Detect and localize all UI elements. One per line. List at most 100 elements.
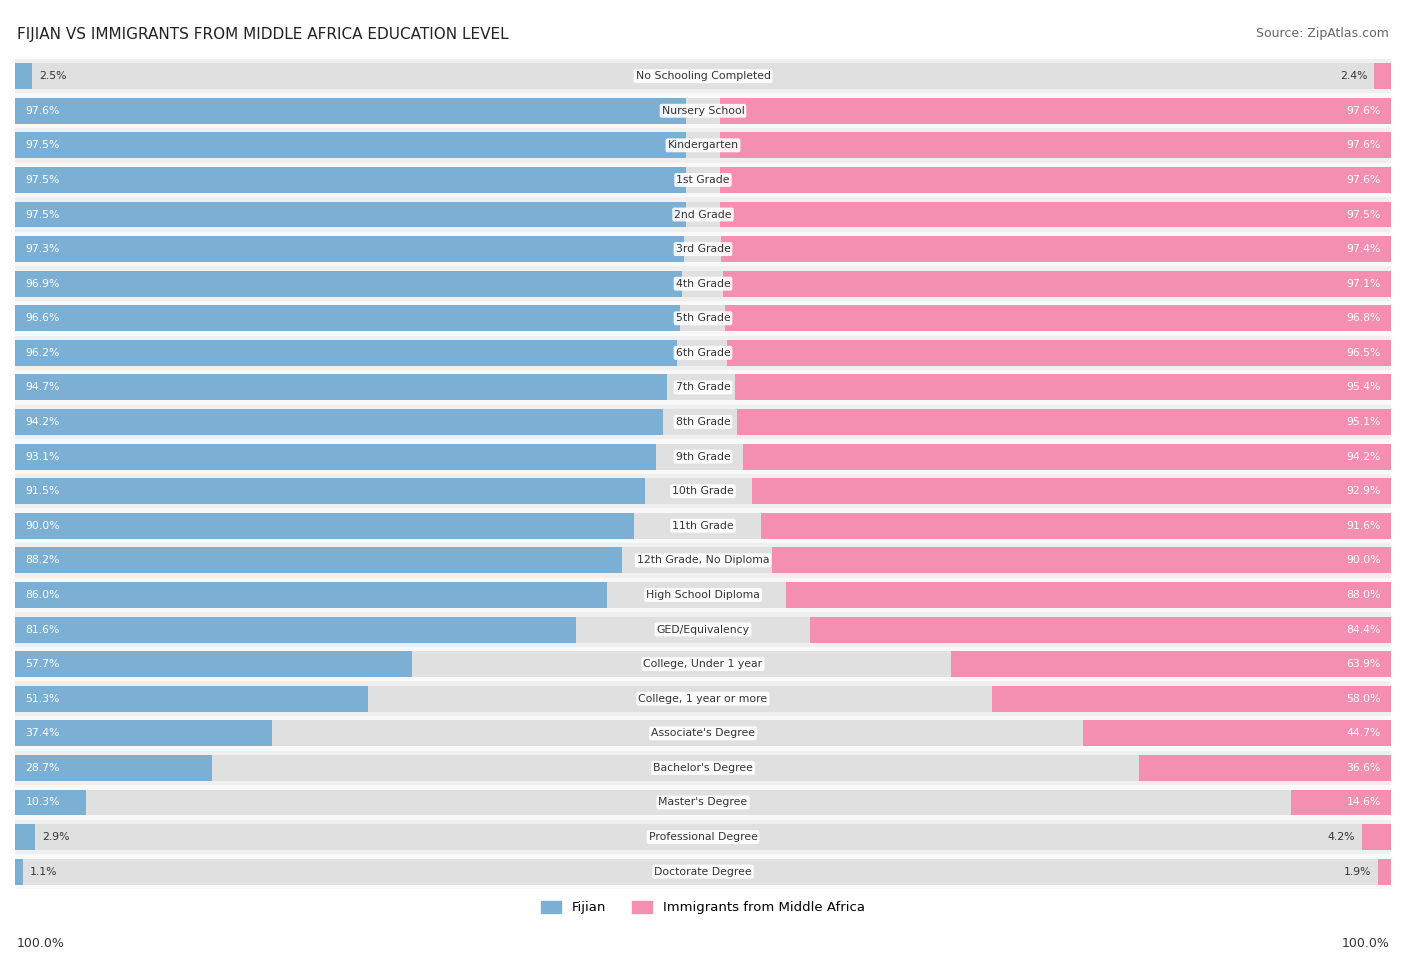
- Bar: [15, 651, 703, 677]
- Bar: [15, 197, 1391, 232]
- Bar: [15, 824, 703, 850]
- Text: 4.2%: 4.2%: [1327, 832, 1355, 842]
- Bar: [15, 163, 1391, 197]
- Bar: [15, 374, 666, 401]
- Bar: [1378, 859, 1391, 884]
- Text: 95.1%: 95.1%: [1347, 417, 1381, 427]
- Bar: [15, 478, 644, 504]
- Bar: [1362, 824, 1391, 850]
- Bar: [15, 133, 686, 158]
- Text: 97.1%: 97.1%: [1347, 279, 1381, 289]
- Bar: [15, 509, 1391, 543]
- Bar: [15, 305, 703, 332]
- Bar: [15, 58, 1391, 94]
- Text: 58.0%: 58.0%: [1346, 694, 1381, 704]
- Bar: [720, 133, 1391, 158]
- Bar: [15, 301, 1391, 335]
- Bar: [15, 202, 703, 227]
- Text: 44.7%: 44.7%: [1347, 728, 1381, 738]
- Text: College, Under 1 year: College, Under 1 year: [644, 659, 762, 669]
- Bar: [703, 513, 1391, 539]
- Bar: [15, 859, 703, 884]
- Bar: [15, 824, 35, 850]
- Bar: [15, 236, 703, 262]
- Text: 100.0%: 100.0%: [1341, 937, 1389, 950]
- Text: 97.5%: 97.5%: [25, 175, 59, 185]
- Text: No Schooling Completed: No Schooling Completed: [636, 71, 770, 81]
- Bar: [952, 651, 1391, 677]
- Bar: [703, 271, 1391, 296]
- Bar: [15, 721, 273, 746]
- Bar: [15, 305, 679, 332]
- Text: Master's Degree: Master's Degree: [658, 798, 748, 807]
- Text: 51.3%: 51.3%: [25, 694, 59, 704]
- Text: College, 1 year or more: College, 1 year or more: [638, 694, 768, 704]
- Text: 37.4%: 37.4%: [25, 728, 59, 738]
- Bar: [720, 98, 1391, 124]
- Bar: [1291, 790, 1391, 815]
- Bar: [15, 63, 703, 89]
- Bar: [15, 751, 1391, 785]
- Text: Associate's Degree: Associate's Degree: [651, 728, 755, 738]
- Text: 2.9%: 2.9%: [42, 832, 69, 842]
- Bar: [703, 755, 1391, 781]
- Text: 97.6%: 97.6%: [25, 105, 59, 116]
- Text: 9th Grade: 9th Grade: [676, 451, 730, 461]
- Text: 14.6%: 14.6%: [1347, 798, 1381, 807]
- Bar: [1375, 63, 1391, 89]
- Text: Doctorate Degree: Doctorate Degree: [654, 867, 752, 877]
- Bar: [723, 271, 1391, 296]
- Bar: [703, 685, 1391, 712]
- Text: 91.6%: 91.6%: [1347, 521, 1381, 530]
- Bar: [703, 790, 1391, 815]
- Bar: [15, 271, 682, 296]
- Bar: [703, 98, 1391, 124]
- Bar: [15, 790, 703, 815]
- Text: 28.7%: 28.7%: [25, 762, 59, 773]
- Bar: [15, 513, 703, 539]
- Bar: [15, 543, 1391, 577]
- Bar: [15, 63, 32, 89]
- Text: 57.7%: 57.7%: [25, 659, 59, 669]
- Bar: [786, 582, 1391, 608]
- Text: 36.6%: 36.6%: [1347, 762, 1381, 773]
- Text: 96.9%: 96.9%: [25, 279, 59, 289]
- Bar: [15, 440, 1391, 474]
- Text: 5th Grade: 5th Grade: [676, 313, 730, 324]
- Text: 90.0%: 90.0%: [1346, 556, 1381, 566]
- Bar: [703, 202, 1391, 227]
- Text: 2nd Grade: 2nd Grade: [675, 210, 731, 219]
- Text: 97.5%: 97.5%: [25, 140, 59, 150]
- Bar: [761, 513, 1391, 539]
- Bar: [703, 410, 1391, 435]
- Text: 97.6%: 97.6%: [1347, 105, 1381, 116]
- Text: 94.2%: 94.2%: [1347, 451, 1381, 461]
- Text: 97.6%: 97.6%: [1347, 175, 1381, 185]
- Text: 88.2%: 88.2%: [25, 556, 59, 566]
- Bar: [993, 685, 1391, 712]
- Bar: [15, 721, 703, 746]
- Bar: [15, 616, 576, 643]
- Bar: [15, 474, 1391, 509]
- Bar: [15, 444, 655, 470]
- Bar: [15, 167, 686, 193]
- Bar: [703, 305, 1391, 332]
- Bar: [742, 444, 1391, 470]
- Text: 3rd Grade: 3rd Grade: [675, 244, 731, 254]
- Bar: [703, 340, 1391, 366]
- Text: 96.2%: 96.2%: [25, 348, 59, 358]
- Bar: [15, 577, 1391, 612]
- Bar: [15, 335, 1391, 370]
- Text: 12th Grade, No Diploma: 12th Grade, No Diploma: [637, 556, 769, 566]
- Text: 92.9%: 92.9%: [1347, 487, 1381, 496]
- Bar: [15, 410, 664, 435]
- Text: 97.5%: 97.5%: [25, 210, 59, 219]
- Bar: [703, 444, 1391, 470]
- Bar: [720, 167, 1391, 193]
- Text: 96.8%: 96.8%: [1347, 313, 1381, 324]
- Text: Bachelor's Degree: Bachelor's Degree: [652, 762, 754, 773]
- Text: Source: ZipAtlas.com: Source: ZipAtlas.com: [1256, 27, 1389, 40]
- Text: 1.9%: 1.9%: [1344, 867, 1371, 877]
- Bar: [810, 616, 1391, 643]
- Bar: [15, 790, 86, 815]
